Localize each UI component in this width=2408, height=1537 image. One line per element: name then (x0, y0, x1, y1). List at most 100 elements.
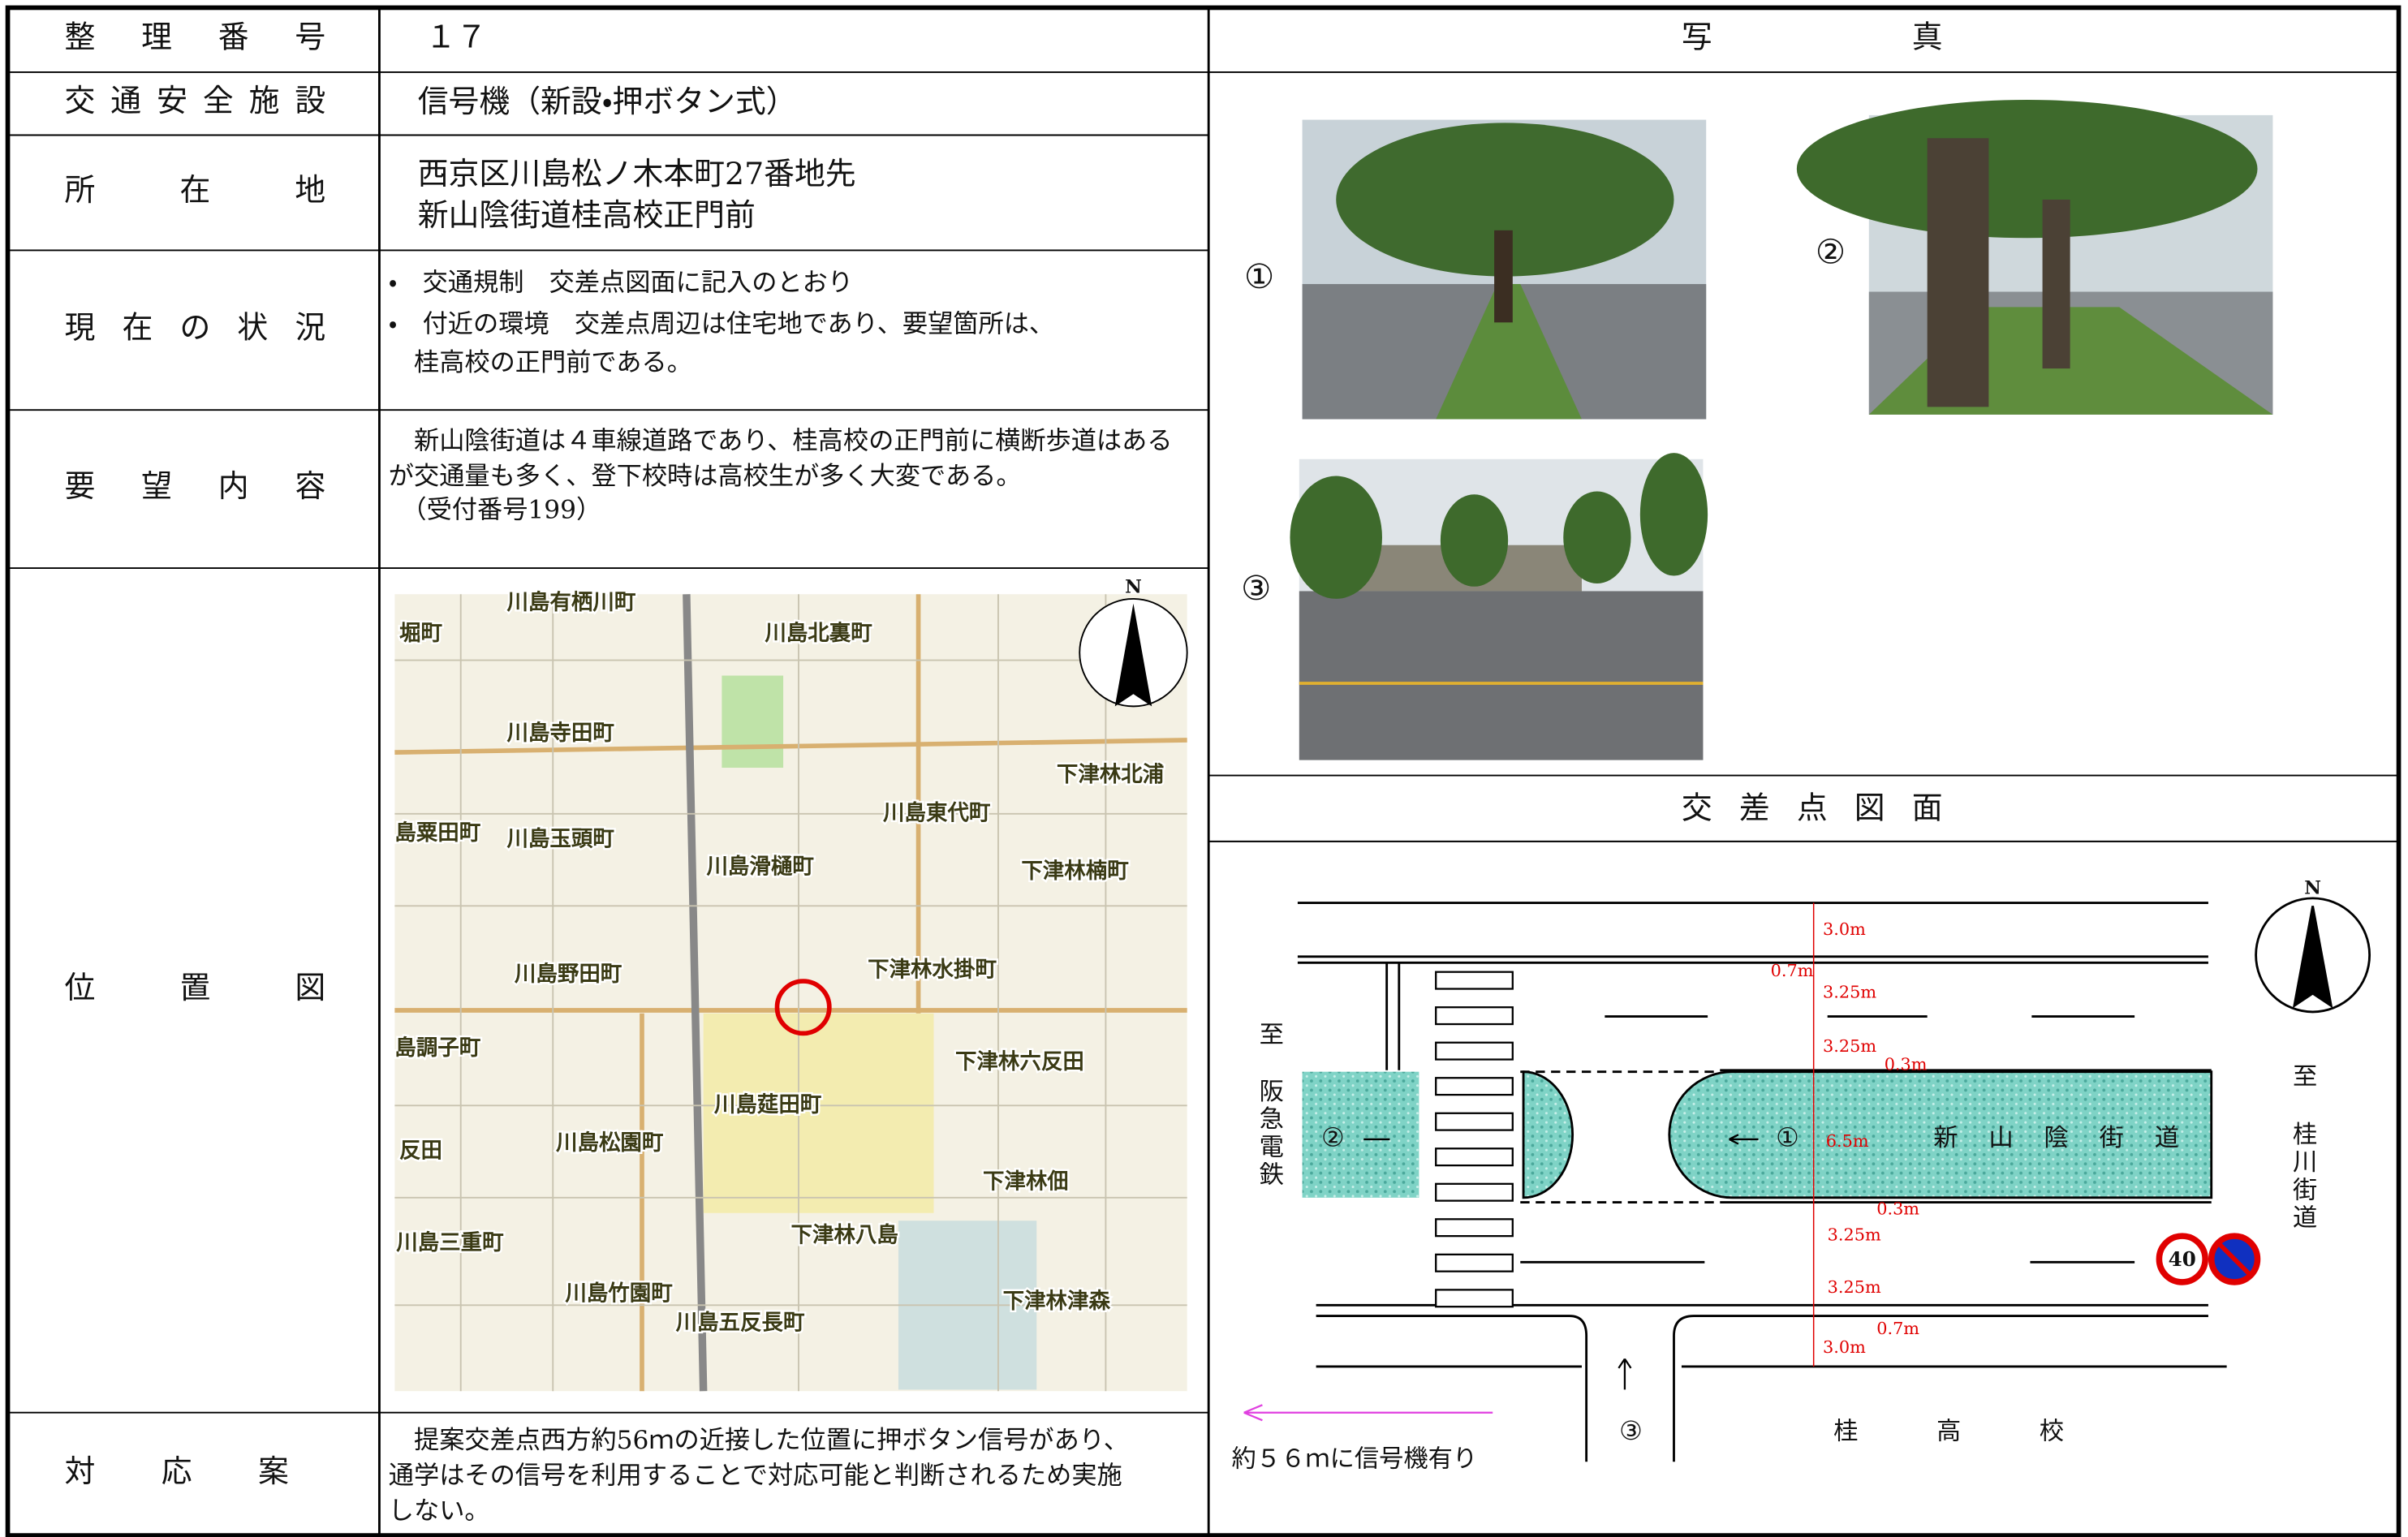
intersection-diagram-shape (2292, 906, 2333, 1009)
row-label: 交通安全施設 (65, 83, 326, 118)
intersection-diagram-shape (1316, 1303, 2227, 1462)
dimension-label: 6.5m (1826, 1131, 1869, 1151)
photos-shape (1336, 123, 1674, 277)
map-shape (703, 1013, 934, 1213)
photos-shape (1440, 494, 1509, 587)
map-shape (722, 675, 784, 768)
map-label: 川島三重町 (396, 1230, 504, 1255)
dimension-label: 3.25m (1828, 1277, 1881, 1297)
dimension-label: 3.0m (1823, 919, 1866, 939)
map-label: 川島野田町 (515, 962, 622, 987)
direction-label: 電 (1260, 1133, 1284, 1161)
intersection-diagram-shape (1435, 1077, 1514, 1096)
map-label: 川島松園町 (556, 1130, 664, 1156)
intersection-diagram-shape (1435, 1218, 1514, 1238)
map-label: 川島東代町 (883, 800, 991, 825)
map-shape (394, 594, 1187, 1392)
photos-shape (1494, 230, 1513, 323)
row-label: 要望内容 (65, 468, 326, 504)
photos-shape (1927, 138, 1989, 407)
map-label: 島粟田町 (394, 820, 480, 846)
photo-marker: ③ (1241, 568, 1271, 608)
road-name: 道 (2155, 1124, 2179, 1152)
road-name: 山 (1988, 1124, 2013, 1152)
row-value: 新山陰街道は４車線道路であり、桂高校の正門前に横断歩道はある (389, 426, 1173, 455)
intersection-diagram-shape (1385, 962, 1401, 1070)
direction-label: 川 (2293, 1148, 2317, 1177)
photos-shape (1639, 453, 1708, 576)
intersection-diagram-shape (1435, 1253, 1514, 1272)
direction-label: 道 (2293, 1203, 2317, 1232)
intersection-diagram-shape (1522, 1070, 1574, 1199)
map (394, 594, 1188, 1392)
intersection-diagram-shape (2156, 1233, 2208, 1285)
row-value: 新山陰街道桂高校正門前 (418, 197, 756, 233)
map-label: 下津林八島 (791, 1223, 898, 1248)
dimension-label: 3.0m (1823, 1337, 1866, 1357)
intersection-diagram-shape (1243, 1404, 1493, 1422)
map-label: 下津林津森 (1003, 1289, 1111, 1314)
dimension-label: 0.3m (1885, 1055, 1928, 1074)
dimension-label: 3.25m (1823, 983, 1876, 1002)
photo-position: ② (1321, 1122, 1345, 1152)
row-value: 通学はその信号を利用することで対応可能と判断されるため実施 (389, 1462, 1122, 1491)
dimension-label: 3.25m (1823, 1036, 1876, 1056)
intersection-diagram-shape (1435, 1112, 1514, 1131)
intersection-diagram-shape (1720, 1069, 2212, 1203)
road-name: 新 (1933, 1124, 1958, 1152)
map-shape (394, 738, 1187, 755)
direction-label: 街 (2293, 1176, 2317, 1204)
row-value: しない。 (389, 1496, 490, 1526)
intersection-diagram-shape (1435, 971, 1514, 990)
map-shape (394, 594, 1187, 1392)
photos (1290, 99, 2273, 760)
map-label: 下津林北浦 (1057, 762, 1164, 787)
row-label: 整理番号 (65, 19, 326, 55)
map-label: 下津林楠町 (1021, 859, 1129, 884)
photos-shape (1290, 476, 1382, 599)
dimension-label: 3.25m (1828, 1225, 1881, 1245)
row-value: １７ (425, 19, 487, 55)
direction-label: 阪 (1260, 1078, 1284, 1106)
intersection-diagram-shape (1435, 1006, 1514, 1026)
photo-marker: ① (1244, 256, 1274, 296)
direction-label: 桂 (2293, 1121, 2317, 1149)
map-label: 下津林佃 (983, 1169, 1069, 1194)
north-label: N (2304, 878, 2321, 899)
photos-shape (1436, 284, 1582, 420)
direction-label: 至 (2293, 1062, 2317, 1091)
map-shape (683, 594, 708, 1392)
map-label: 川島竹園町 (565, 1281, 673, 1307)
row-value: 信号機（新設・押ボタン式） (418, 84, 797, 119)
photos-shape (1796, 99, 2258, 239)
photos-shape (1563, 491, 1631, 584)
map-shape (394, 594, 1187, 1392)
intersection-diagram-shape (1297, 902, 2208, 964)
row-value: （受付番号199） (389, 496, 601, 525)
row-value: 西京区川島松ノ木本町27番地先 (418, 156, 856, 192)
map-shape (774, 979, 832, 1036)
dimension-label: 0.3m (1876, 1199, 1919, 1218)
map-shape (1114, 603, 1152, 707)
photos-shape (2042, 199, 2070, 369)
map-label: 堀町 (399, 621, 442, 646)
row-value: ・ 付近の環境 交差点周辺は住宅地であり、要望箇所は、 (389, 310, 1054, 339)
table-frame-shape (5, 5, 2402, 1537)
speed-sign: 40 (2169, 1247, 2196, 1271)
map-label: 川島莚田町 (714, 1092, 822, 1117)
intersection-diagram-shape (1668, 1070, 2213, 1199)
row-label: 所在地 (65, 172, 326, 208)
row-label: 位置図 (65, 970, 326, 1005)
map-label: 川島五反長町 (676, 1310, 805, 1335)
map-label: 川島滑樋町 (706, 855, 814, 880)
road-name: 街 (2100, 1124, 2124, 1152)
photo-position: ① (1776, 1122, 1799, 1152)
row-value: 桂高校の正門前である。 (389, 348, 692, 377)
section-header: 交差点図面 (1682, 790, 1943, 826)
dimension-label: 0.7m (1771, 961, 1814, 980)
intersection-diagram-shape (1435, 1182, 1514, 1202)
map-shape (683, 594, 708, 1392)
school-label: 校 (2040, 1417, 2064, 1445)
section-header: 写真 (1682, 19, 1943, 55)
